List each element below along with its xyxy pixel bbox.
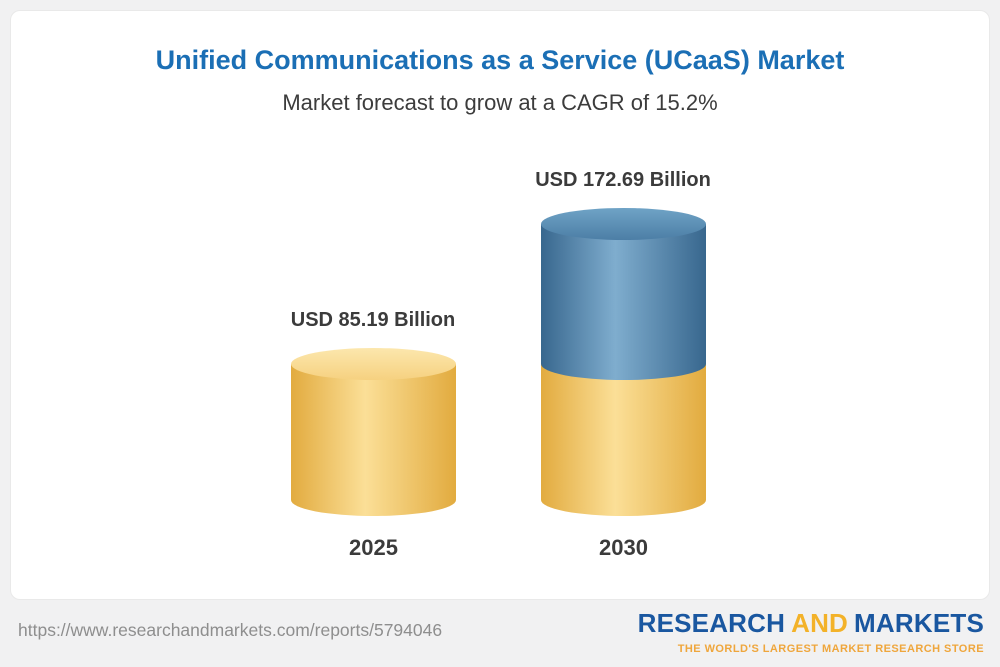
cylinder-top-ellipse-2025	[291, 347, 456, 380]
logo-word-research: RESEARCH	[637, 608, 786, 638]
x-axis-label-2025: 2025	[349, 535, 398, 560]
footer: https://www.researchandmarkets.com/repor…	[10, 606, 990, 662]
logo-tagline: THE WORLD'S LARGEST MARKET RESEARCH STOR…	[677, 643, 984, 655]
logo-word-markets: MARKETS	[854, 608, 984, 638]
research-and-markets-logo: RESEARCH AND MARKETS THE WORLD'S LARGEST M…	[638, 608, 984, 655]
chart-card: Unified Communications as a Service (UCa…	[10, 10, 990, 600]
chart-area: USD 85.19 Billion USD 172.69 Billion 202…	[11, 11, 989, 599]
value-label-2025: USD 85.19 Billion	[290, 309, 456, 331]
cylinder-segment-base-portion	[541, 363, 706, 516]
logo-word-and: AND	[791, 608, 849, 638]
cylinder-segment-growth-portion	[541, 223, 706, 380]
bar-cylinder-2030	[541, 207, 706, 516]
report-url: https://www.researchandmarkets.com/repor…	[18, 620, 443, 640]
bar-cylinder-2025	[291, 347, 456, 516]
chart-title: Unified Communications as a Service (UCa…	[155, 45, 845, 75]
chart-subtitle: Market forecast to grow at a CAGR of 15.…	[282, 90, 718, 115]
x-axis-label-2030: 2030	[599, 535, 648, 560]
value-label-2030: USD 172.69 Billion	[535, 169, 711, 191]
cylinder-top-ellipse-2030	[541, 207, 706, 240]
logo-wordmark: RESEARCH AND MARKETS	[638, 608, 984, 639]
cylinder-segment-base-2025	[291, 363, 456, 516]
